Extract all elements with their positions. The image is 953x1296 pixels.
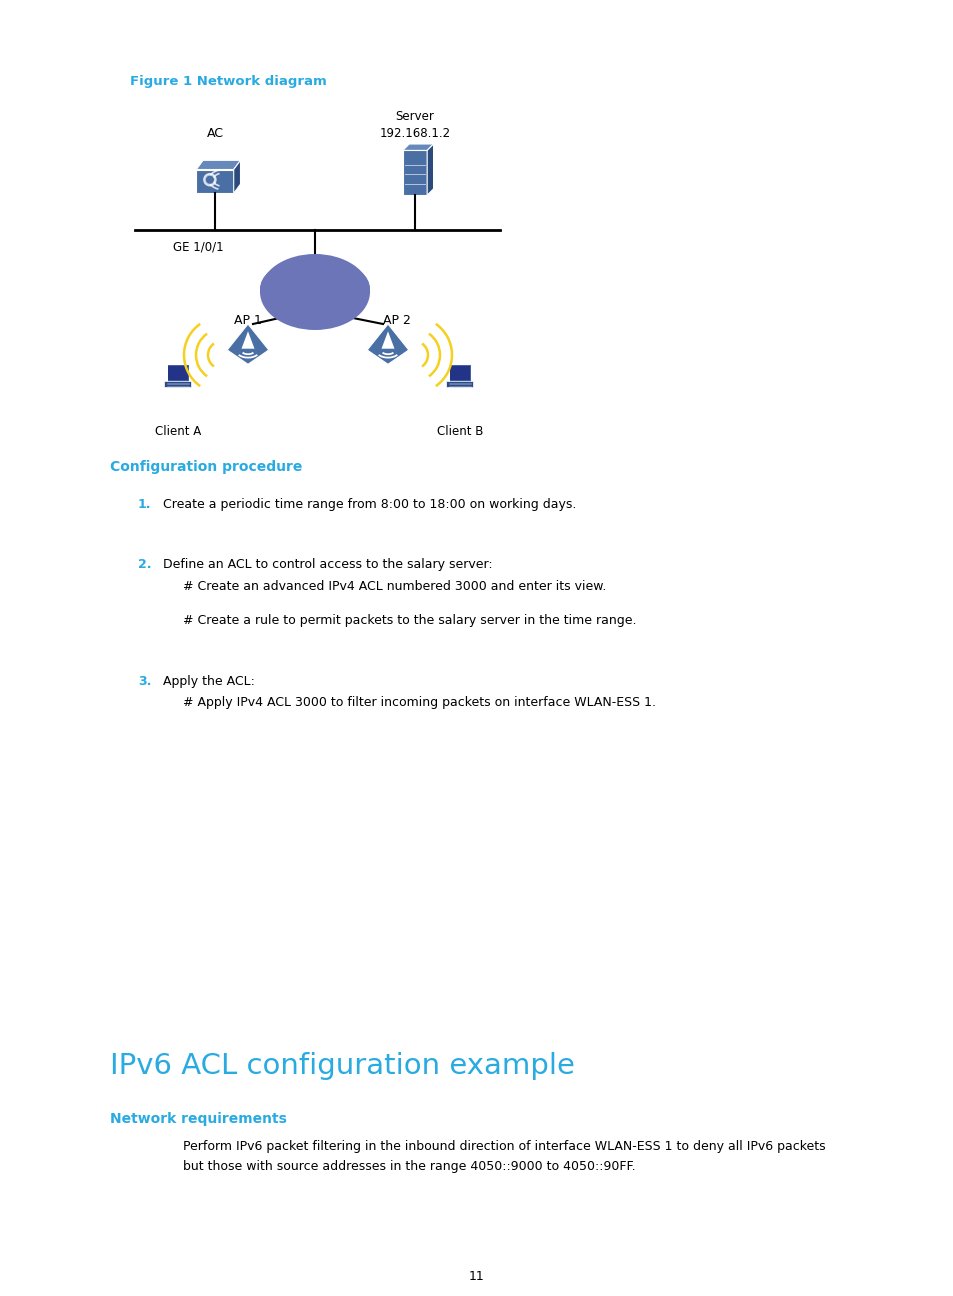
Text: 3.: 3. — [138, 675, 152, 688]
FancyBboxPatch shape — [167, 364, 190, 382]
Text: GE 1/0/1: GE 1/0/1 — [172, 240, 223, 253]
Text: Network requirements: Network requirements — [110, 1112, 287, 1126]
Ellipse shape — [260, 264, 323, 314]
Text: AP 2: AP 2 — [382, 314, 411, 327]
Text: Client B: Client B — [436, 425, 482, 438]
Text: IPv6 ACL configuration example: IPv6 ACL configuration example — [110, 1052, 575, 1080]
Text: but those with source addresses in the range 4050::9000 to 4050::90FF.: but those with source addresses in the r… — [183, 1160, 635, 1173]
Text: Apply the ACL:: Apply the ACL: — [163, 675, 254, 688]
Text: Create a periodic time range from 8:00 to 18:00 on working days.: Create a periodic time range from 8:00 t… — [163, 498, 576, 511]
Polygon shape — [367, 324, 409, 364]
Polygon shape — [427, 144, 433, 196]
Polygon shape — [196, 170, 233, 193]
Polygon shape — [233, 161, 240, 193]
Ellipse shape — [274, 283, 331, 323]
FancyBboxPatch shape — [446, 381, 473, 388]
Polygon shape — [381, 332, 395, 349]
Text: 1.: 1. — [138, 498, 152, 511]
Text: AC: AC — [206, 127, 223, 140]
Ellipse shape — [306, 264, 370, 314]
FancyBboxPatch shape — [169, 367, 188, 380]
Text: 2.: 2. — [138, 559, 152, 572]
Polygon shape — [196, 161, 240, 170]
Polygon shape — [227, 324, 269, 364]
Text: Define an ACL to control access to the salary server:: Define an ACL to control access to the s… — [163, 559, 492, 572]
Text: Client A: Client A — [154, 425, 201, 438]
FancyBboxPatch shape — [448, 364, 471, 382]
Text: # Create an advanced IPv4 ACL numbered 3000 and enter its view.: # Create an advanced IPv4 ACL numbered 3… — [183, 581, 606, 594]
Ellipse shape — [260, 254, 370, 330]
Text: Figure 1 Network diagram: Figure 1 Network diagram — [130, 75, 327, 88]
Text: Perform IPv6 packet filtering in the inbound direction of interface WLAN-ESS 1 t: Perform IPv6 packet filtering in the inb… — [183, 1140, 824, 1153]
Text: Server
192.168.1.2: Server 192.168.1.2 — [379, 110, 450, 140]
FancyBboxPatch shape — [450, 367, 469, 380]
Circle shape — [204, 174, 215, 185]
Polygon shape — [402, 150, 427, 196]
Ellipse shape — [276, 262, 354, 315]
Polygon shape — [241, 332, 254, 349]
Text: Configuration procedure: Configuration procedure — [110, 460, 302, 474]
Text: # Create a rule to permit packets to the salary server in the time range.: # Create a rule to permit packets to the… — [183, 614, 636, 627]
Circle shape — [206, 176, 213, 183]
FancyBboxPatch shape — [164, 381, 192, 388]
Polygon shape — [402, 144, 433, 150]
Text: # Apply IPv4 ACL 3000 to filter incoming packets on interface WLAN-ESS 1.: # Apply IPv4 ACL 3000 to filter incoming… — [183, 696, 656, 709]
Text: AP 1: AP 1 — [233, 314, 262, 327]
Ellipse shape — [298, 283, 355, 323]
Text: 11: 11 — [469, 1270, 484, 1283]
